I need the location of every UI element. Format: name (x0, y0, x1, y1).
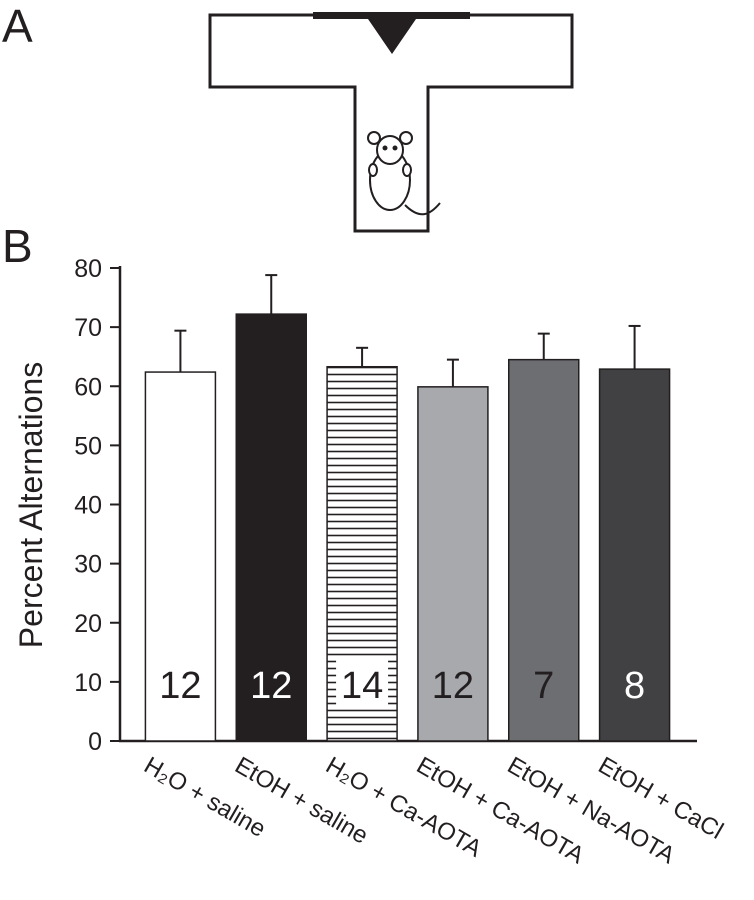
n-label: 14 (341, 665, 383, 707)
y-tick-label: 0 (88, 728, 102, 756)
panel-label: A (2, 0, 33, 52)
x-tick-label: EtOH + Na-AOTA (503, 752, 680, 870)
n-label: 12 (159, 665, 201, 707)
y-axis-label: Percent Alternations (13, 362, 49, 648)
t-maze (208, 12, 574, 233)
bar (235, 313, 307, 742)
n-label: 12 (250, 665, 292, 707)
bar (598, 368, 671, 742)
n-label: 8 (624, 665, 645, 707)
y-tick-label: 40 (74, 492, 102, 520)
y-tick-label: 80 (74, 255, 102, 283)
y-tick-label: 70 (74, 314, 102, 342)
y-tick-label: 20 (74, 610, 102, 638)
bar (144, 371, 217, 742)
x-tick-label: EtOH + Ca-AOTA (412, 752, 589, 870)
mouse (367, 131, 441, 216)
label-bg (336, 660, 389, 708)
y-tick-label: 60 (74, 373, 102, 401)
y-tick-label: 10 (74, 669, 102, 697)
bar (508, 358, 580, 742)
bar (417, 386, 489, 742)
n-label: 7 (533, 665, 554, 707)
y-tick-label: 50 (74, 432, 102, 460)
x-tick-label: H₂O + Ca-AOTA (321, 752, 486, 863)
n-label: 12 (432, 665, 474, 707)
panel-label: B (2, 220, 33, 272)
y-tick-label: 30 (74, 551, 102, 579)
